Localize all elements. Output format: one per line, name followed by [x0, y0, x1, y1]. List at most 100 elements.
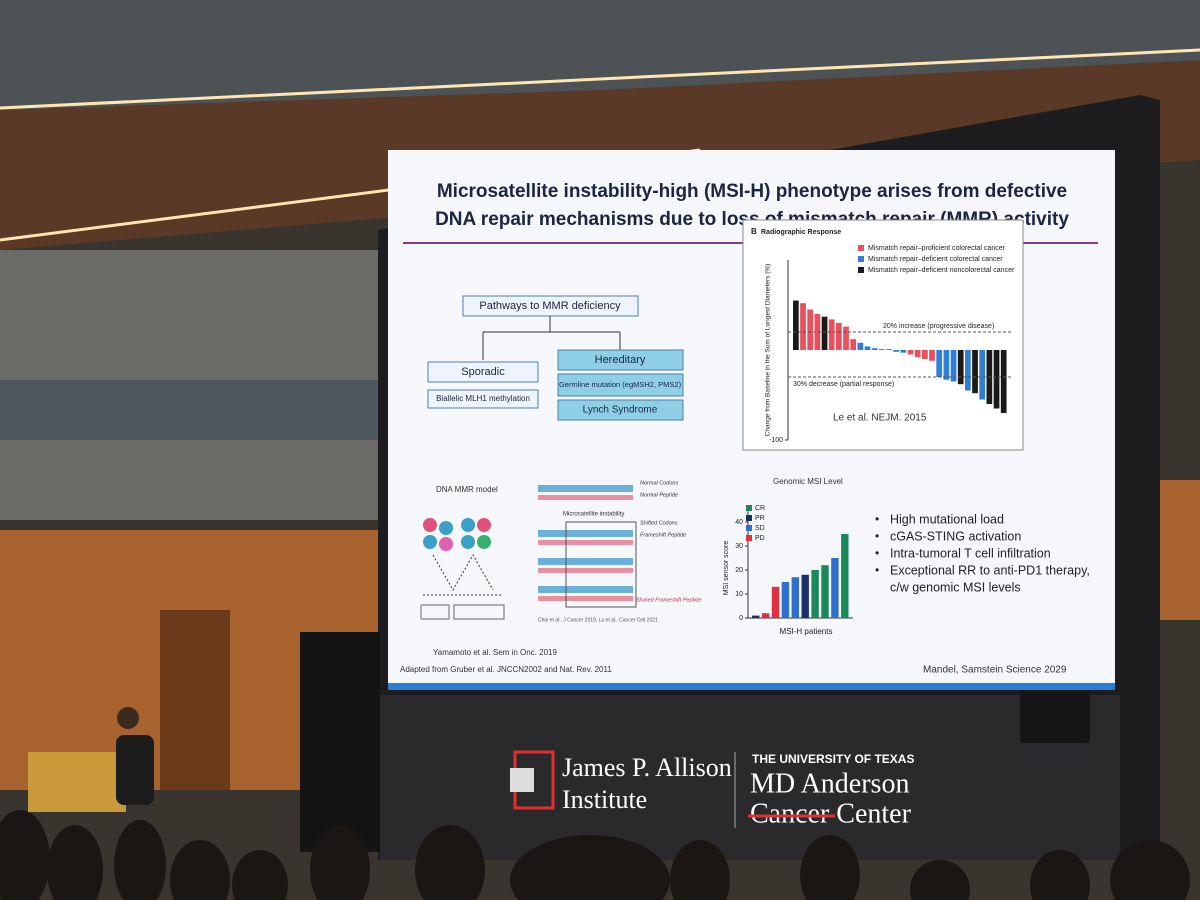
dna-title: DNA MMR model	[436, 485, 498, 494]
bullet: High mutational load	[890, 512, 1004, 526]
legend-swatch	[858, 245, 864, 251]
bar	[879, 349, 885, 350]
legend-swatch	[858, 256, 864, 262]
slide-bar	[388, 683, 1115, 690]
bar	[781, 582, 790, 618]
bar	[950, 350, 957, 382]
bar	[907, 350, 914, 355]
y-tick-label: 40	[735, 519, 743, 526]
adapted: Adapted from Gruber et al. JNCCN2002 and…	[400, 665, 612, 674]
podium	[28, 752, 126, 812]
y-tick-label: 0	[739, 615, 743, 622]
balcony-rail	[0, 380, 380, 440]
bar	[886, 349, 892, 350]
bar	[771, 586, 780, 618]
bar	[752, 615, 760, 618]
bar	[821, 565, 829, 618]
bar	[814, 314, 821, 350]
bar	[957, 350, 964, 385]
bar	[843, 326, 849, 350]
dna-illustration	[420, 518, 505, 620]
bar	[841, 534, 849, 618]
y-tick-label: 20	[735, 567, 743, 574]
legend-label: Mismatch repair–deficient noncolorectal …	[868, 267, 1015, 274]
bar	[761, 613, 770, 618]
slide: Microsatellite instability-high (MSI-H) …	[388, 150, 1115, 690]
box	[427, 389, 539, 409]
germline: Germline mutation (egMSH2, PMS2)	[559, 380, 682, 389]
bar	[857, 342, 864, 350]
bar	[972, 350, 978, 394]
fs-label: Normal Peptide	[640, 492, 678, 498]
fs-label: Shared Frameshift Peptide	[636, 597, 701, 603]
bar	[943, 350, 950, 380]
legend-swatch	[746, 505, 752, 511]
jpa-name: Institute	[562, 785, 647, 814]
y-tick-label: 30	[735, 543, 743, 550]
annotation: 20% increase (progressive disease)	[883, 323, 994, 330]
legend-swatch	[746, 515, 752, 521]
audience	[0, 810, 1190, 900]
citation: Yamamoto et al. Sem in Onc. 2019	[433, 648, 557, 657]
bar	[793, 300, 799, 350]
fs-label: Normal Codons	[640, 480, 678, 486]
bullet: cGAS-STING activation	[890, 529, 1021, 543]
bar	[801, 574, 809, 618]
legend-label: Mismatch repair–deficient colorectal can…	[868, 256, 1003, 263]
legend-swatch	[746, 525, 752, 531]
bar	[893, 350, 900, 352]
panel	[742, 219, 1024, 451]
pathways-title: Pathways to MMR deficiency	[479, 300, 621, 312]
hereditary: Hereditary	[595, 354, 646, 366]
logo-panel	[380, 695, 1120, 860]
y-tick-label: -100	[769, 437, 783, 444]
bar	[936, 350, 943, 377]
doorway	[160, 610, 230, 790]
lynch: Lynch Syndrome	[583, 405, 658, 416]
fs-label: Frameshift Peptide	[640, 532, 686, 538]
msi-title: Genomic MSI Level	[773, 477, 843, 486]
legend-swatch	[858, 267, 864, 273]
bar	[850, 339, 857, 350]
bar	[922, 350, 928, 359]
mda: Cancer Center	[750, 798, 912, 829]
citation: Le et al. NEJM. 2015	[833, 413, 927, 424]
bullet-dot: •	[875, 512, 879, 526]
panel-title: Radiographic Response	[761, 229, 841, 236]
bullet: c/w genomic MSI levels	[890, 580, 1021, 594]
x-label: MSI-H patients	[780, 627, 833, 636]
bar	[836, 323, 842, 350]
bar	[800, 303, 806, 350]
annotation: 30% decrease (partial response)	[793, 381, 894, 388]
bullet: Intra-tumoral T cell infiltration	[890, 546, 1051, 560]
slide-title: Microsatellite instability-high (MSI-H) …	[437, 181, 1067, 202]
bullet: Exceptional RR to anti-PD1 therapy,	[890, 563, 1090, 577]
bar	[821, 316, 828, 350]
speaker-person	[116, 735, 154, 805]
box	[557, 399, 684, 421]
codon-rows	[538, 485, 637, 608]
legend-label: PD	[755, 535, 765, 542]
y-label: Change from Baseline in the Sum of Longe…	[765, 264, 772, 437]
y-label: MSI sensor score	[723, 541, 730, 596]
fs-label: Shifted Codons	[640, 520, 678, 526]
bar	[811, 570, 819, 618]
bar	[1000, 350, 1007, 413]
legend-label: Mismatch repair–proficient colorectal ca…	[868, 245, 1006, 252]
bar	[828, 319, 835, 350]
bar	[979, 350, 986, 400]
bar	[807, 309, 814, 350]
jpa-icon	[510, 768, 534, 792]
bullet-dot: •	[875, 546, 879, 560]
ut: THE UNIVERSITY OF TEXAS	[752, 752, 914, 766]
bar	[929, 350, 935, 361]
bar	[791, 577, 800, 618]
citation: Choi et al., J Cancer 2019; Lu et al., C…	[538, 617, 658, 623]
bar	[831, 558, 839, 618]
bar	[914, 350, 921, 358]
connector	[482, 316, 621, 360]
jpa-name: James P. Allison	[562, 753, 732, 782]
y-tick-label: 10	[735, 591, 743, 598]
bar	[965, 350, 971, 391]
bullet-dot: •	[875, 529, 879, 543]
